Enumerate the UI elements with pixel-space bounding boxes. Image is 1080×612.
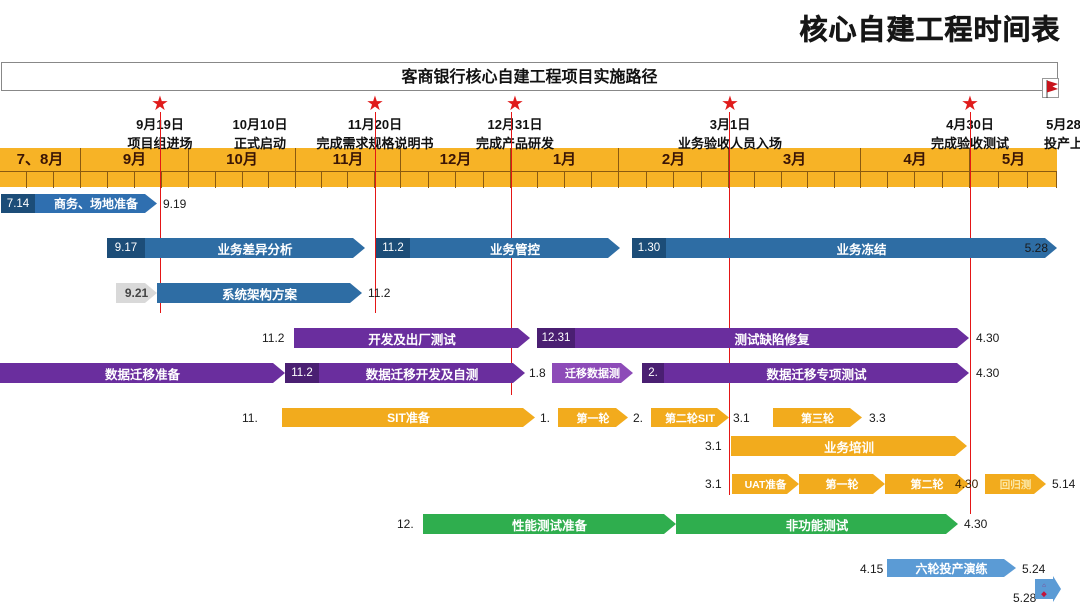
svg-text:⌂: ⌂ xyxy=(1042,583,1046,589)
svg-text:◆: ◆ xyxy=(1040,591,1047,598)
